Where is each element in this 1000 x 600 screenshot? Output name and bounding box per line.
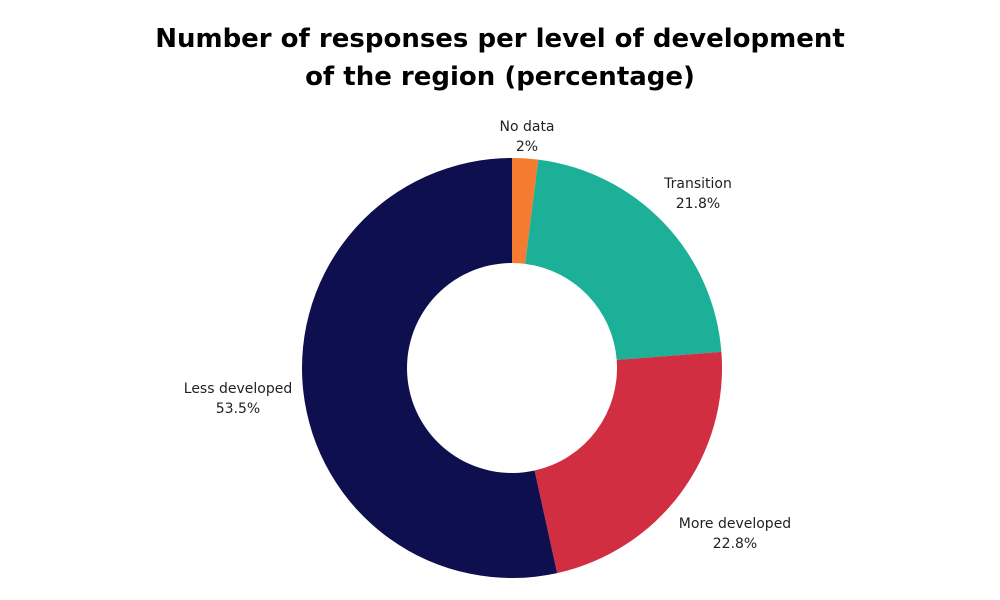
label-no-data: No data 2%	[499, 119, 554, 155]
label-name: Less developed	[184, 381, 292, 397]
slice-transition	[525, 159, 722, 360]
label-more-developed: More developed 22.8%	[679, 516, 791, 552]
label-value: 53.5%	[216, 401, 260, 417]
chart-title: Number of responses per level of develop…	[0, 20, 1000, 96]
chart-title-line-2: of the region (percentage)	[305, 62, 695, 92]
label-value: 2%	[516, 139, 538, 155]
chart-title-line-1: Number of responses per level of develop…	[155, 24, 845, 54]
slice-labels: No data 2% Transition 21.8% More developed 22…	[184, 119, 791, 552]
slice-less-developed	[302, 158, 558, 578]
slice-more-developed	[534, 351, 722, 574]
label-less-developed: Less developed 53.5%	[184, 381, 292, 417]
slice-no-data	[512, 158, 539, 264]
label-name: No data	[499, 119, 554, 135]
donut-slices	[302, 158, 722, 578]
label-transition: Transition 21.8%	[663, 176, 732, 212]
label-value: 21.8%	[676, 196, 720, 212]
label-name: More developed	[679, 516, 791, 532]
label-value: 22.8%	[713, 536, 757, 552]
label-name: Transition	[663, 176, 732, 192]
